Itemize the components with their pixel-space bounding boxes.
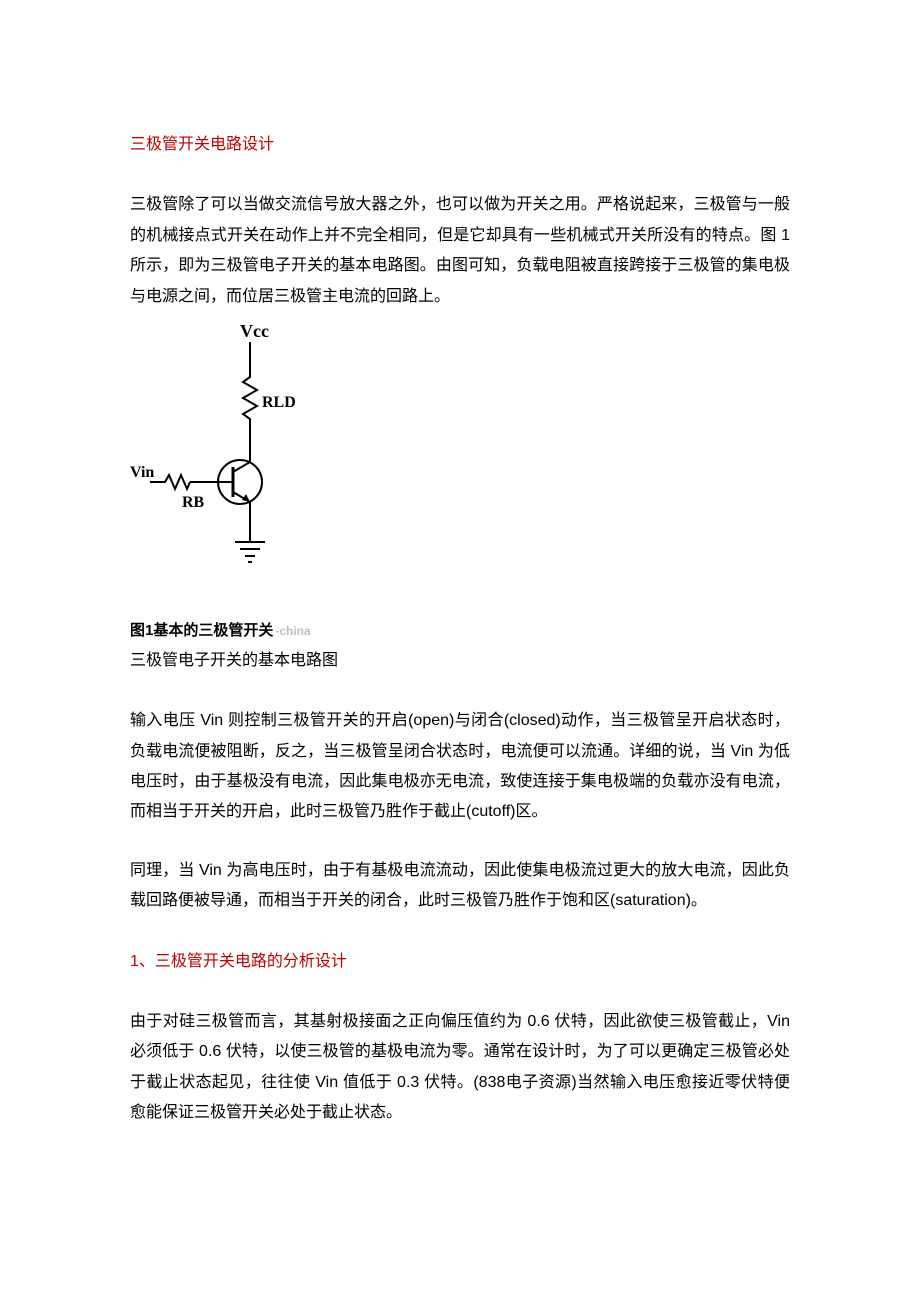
section-1-heading: 1、三极管开关电路的分析设计 bbox=[130, 947, 790, 977]
paragraph-4: 由于对硅三极管而言，其基射极接面之正向偏压值约为 0.6 伏特，因此欲使三极管截… bbox=[130, 1007, 790, 1129]
paragraph-3: 同理，当 Vin 为高电压时，由于有基极电流流动，因此使集电极流过更大的放大电流… bbox=[130, 856, 790, 917]
caption-text: 图1基本的三极管开关 bbox=[130, 622, 273, 639]
rld-label: RLD bbox=[262, 394, 296, 411]
circuit-caption: 图1基本的三极管开关-china bbox=[130, 617, 790, 646]
page-title: 三极管开关电路设计 bbox=[130, 130, 790, 160]
rb-label: RB bbox=[182, 494, 205, 511]
circuit-diagram: Vcc RLD Vin RB bbox=[130, 322, 790, 613]
vin-label: Vin bbox=[130, 464, 154, 481]
vcc-label: Vcc bbox=[240, 322, 269, 341]
circuit-svg: Vcc RLD Vin RB bbox=[130, 322, 330, 602]
paragraph-2: 输入电压 Vin 则控制三极管开关的开启(open)与闭合(closed)动作，… bbox=[130, 706, 790, 828]
figure-description: 三极管电子开关的基本电路图 bbox=[130, 646, 790, 676]
watermark: -china bbox=[275, 624, 310, 638]
intro-paragraph: 三极管除了可以当做交流信号放大器之外，也可以做为开关之用。严格说起来，三极管与一… bbox=[130, 190, 790, 312]
